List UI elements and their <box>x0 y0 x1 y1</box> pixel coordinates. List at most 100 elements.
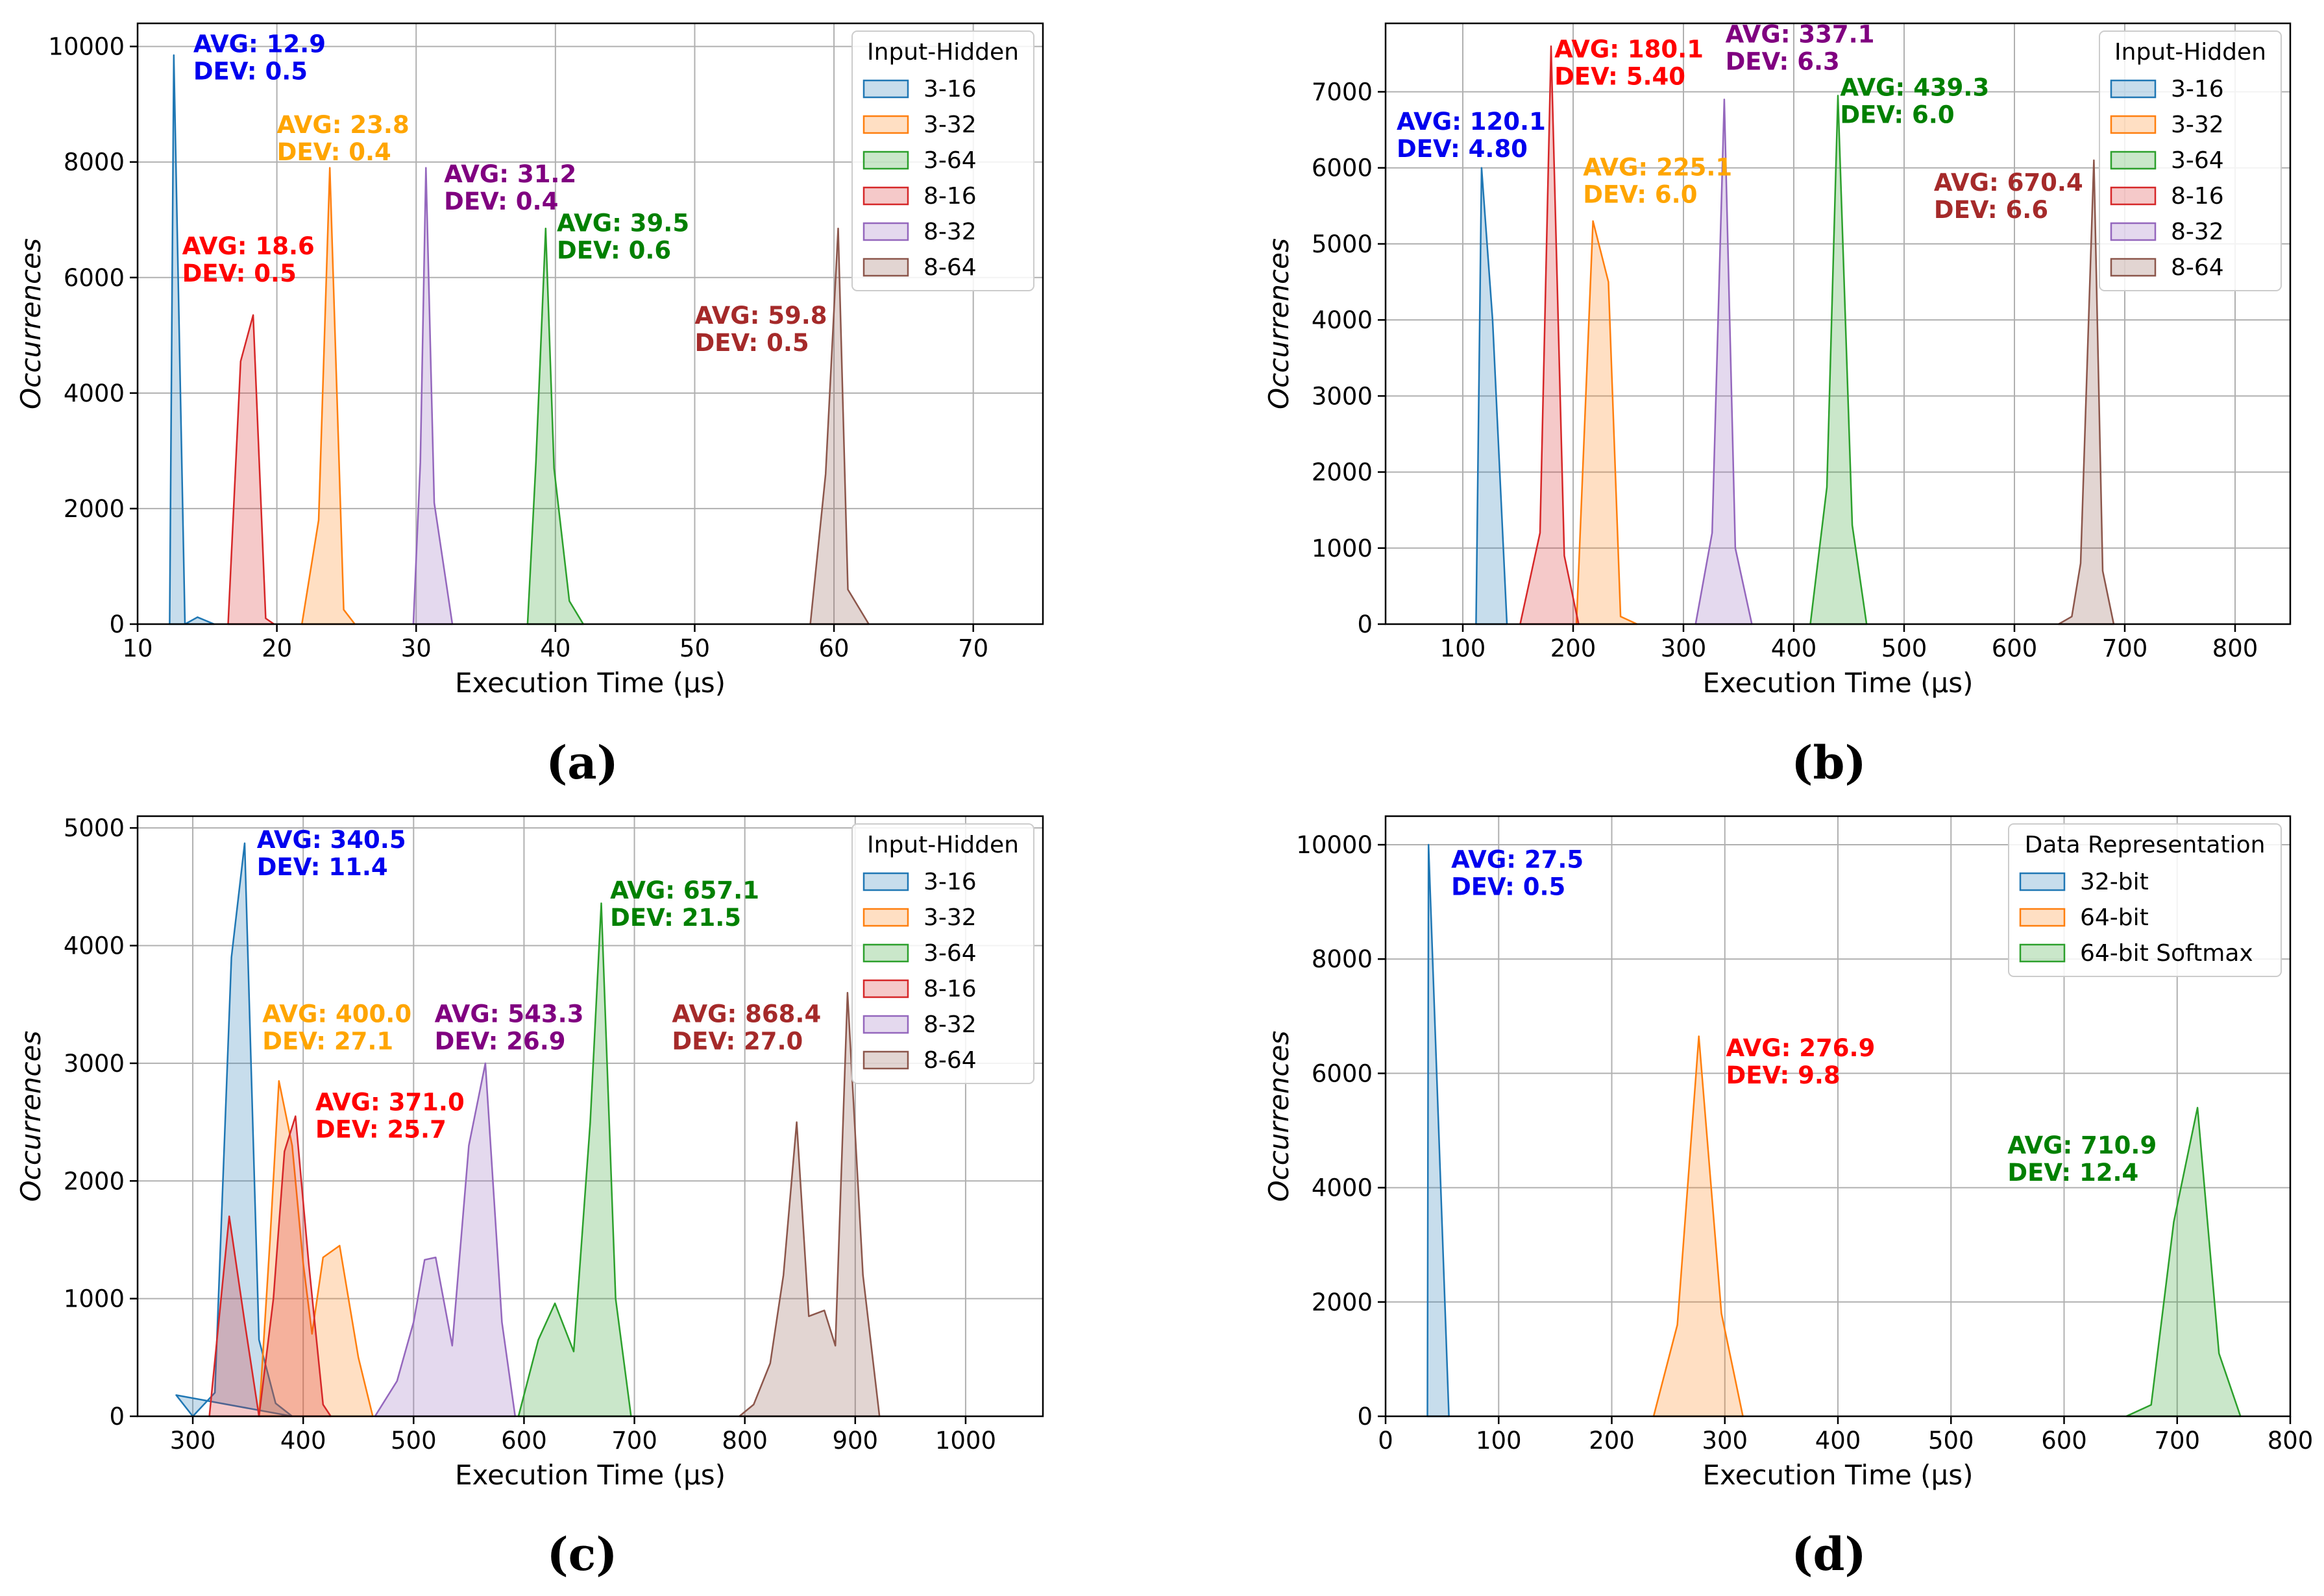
annotation-avg: AVG: 657.1 <box>610 877 759 904</box>
series-area-8-64 <box>738 991 881 1418</box>
legend-swatch <box>862 908 909 927</box>
y-tick-label: 0 <box>109 611 125 638</box>
x-tick-label: 30 <box>401 635 432 662</box>
annotation-avg: AVG: 710.9 <box>2007 1131 2157 1159</box>
x-axis-label: Execution Time (μs) <box>1703 1459 1974 1491</box>
annotation-dev: DEV: 0.4 <box>277 138 391 166</box>
x-tick-label: 1000 <box>935 1427 996 1455</box>
annotation-dev: DEV: 27.0 <box>672 1027 803 1055</box>
legend-swatch <box>862 222 909 241</box>
y-tick-label: 1000 <box>64 1285 125 1313</box>
x-tick-label: 700 <box>2102 635 2148 662</box>
y-tick-label: 8000 <box>64 149 125 176</box>
annotation-avg: AVG: 670.4 <box>1934 169 2083 197</box>
x-tick-label: 800 <box>2268 1427 2314 1455</box>
y-axis-label: Occurrences <box>1263 1031 1295 1202</box>
x-tick-label: 50 <box>679 635 710 662</box>
y-tick-label: 0 <box>109 1403 125 1431</box>
legend-entry-label: 3-16 <box>923 76 977 103</box>
series-area-8-16 <box>208 1115 332 1418</box>
y-tick-label: 4000 <box>1312 306 1373 334</box>
annotation-avg: AVG: 180.1 <box>1554 36 1704 64</box>
y-axis-label: Occurrences <box>15 238 47 409</box>
annotation-avg: AVG: 18.6 <box>182 232 315 260</box>
panel-caption: (d) <box>1791 1527 1866 1581</box>
x-tick-label: 40 <box>540 635 570 662</box>
axes-frame <box>136 22 1044 625</box>
y-axis-label: Occurrences <box>1263 238 1295 409</box>
annotation-avg: AVG: 27.5 <box>1451 845 1584 873</box>
y-tick-label: 4000 <box>64 380 125 407</box>
series-area-3-16 <box>175 842 293 1418</box>
legend-entry-label: 3-16 <box>923 869 977 895</box>
annotation-avg: AVG: 225.1 <box>1583 153 1732 181</box>
legend: Input-Hidden 3-16 3-32 3-64 8-16 8-32 8-64 <box>2099 30 2282 291</box>
annotation-avg: AVG: 39.5 <box>557 210 689 237</box>
annotation-avg: AVG: 439.3 <box>1840 73 1989 101</box>
annotation-dev: DEV: 0.5 <box>193 58 308 86</box>
y-tick-label: 6000 <box>64 264 125 292</box>
x-tick-label: 400 <box>1815 1427 1861 1455</box>
legend-box <box>851 30 1034 291</box>
x-tick-label: 0 <box>1378 1427 1393 1455</box>
series-area-3-32 <box>258 1080 374 1418</box>
y-tick-label: 4000 <box>1312 1174 1373 1202</box>
x-axis-label: Execution Time (μs) <box>455 667 726 699</box>
legend-box <box>2099 30 2282 291</box>
legend-swatch <box>2110 222 2157 241</box>
annotation-avg: AVG: 276.9 <box>1726 1034 1875 1062</box>
y-tick-label: 5000 <box>1312 230 1373 258</box>
legend: Data Representation 32-bit 64-bit 64-bit So… <box>2008 823 2282 977</box>
panel-caption: (b) <box>1791 736 1866 790</box>
x-tick-label: 70 <box>958 635 988 662</box>
y-tick-label: 3000 <box>1312 382 1373 410</box>
x-axis-label: Execution Time (μs) <box>1703 667 1974 699</box>
annotation-dev: DEV: 25.7 <box>315 1115 446 1143</box>
legend-swatch <box>862 151 909 170</box>
annotation-avg: AVG: 400.0 <box>262 1000 411 1028</box>
y-tick-label: 7000 <box>1312 78 1373 106</box>
series-area-8-32 <box>374 1062 517 1418</box>
legend-swatch <box>2019 943 2066 963</box>
x-tick-label: 20 <box>262 635 292 662</box>
y-tick-label: 2000 <box>64 495 125 523</box>
x-tick-label: 500 <box>1928 1427 1974 1455</box>
legend-swatch <box>862 79 909 99</box>
annotation-avg: AVG: 868.4 <box>672 1000 821 1028</box>
annotation-dev: DEV: 0.5 <box>182 260 297 287</box>
annotation-dev: DEV: 9.8 <box>1726 1061 1840 1089</box>
x-tick-label: 500 <box>391 1427 437 1455</box>
y-tick-label: 6000 <box>1312 1059 1373 1087</box>
annotation-avg: AVG: 120.1 <box>1397 108 1546 136</box>
annotation-avg: AVG: 31.2 <box>444 160 576 188</box>
legend-entry-label: 8-16 <box>2171 183 2224 210</box>
legend-entry-label: 3-32 <box>923 112 977 138</box>
annotation-dev: DEV: 0.6 <box>557 237 671 265</box>
legend-swatch <box>862 115 909 134</box>
legend-entry-label: 3-32 <box>2171 112 2224 138</box>
legend-box <box>851 823 1034 1084</box>
legend-swatch <box>862 943 909 963</box>
x-tick-label: 400 <box>1771 635 1817 662</box>
legend-swatch <box>2110 258 2157 277</box>
y-tick-label: 10000 <box>48 33 125 61</box>
x-tick-label: 800 <box>2212 635 2258 662</box>
annotation-avg: AVG: 12.9 <box>193 30 326 58</box>
chart-panel: 100 200 300 400 500 600 700 800 0 1000 2000 3000 400… <box>1263 20 2292 790</box>
legend-swatch <box>862 979 909 998</box>
x-tick-label: 200 <box>1550 635 1596 662</box>
x-tick-label: 900 <box>832 1427 878 1455</box>
legend-entry-label: 8-64 <box>923 1047 977 1074</box>
legend-swatch <box>2110 115 2157 134</box>
legend-entry-label: 8-16 <box>923 976 977 1002</box>
y-tick-label: 2000 <box>64 1167 125 1195</box>
legend-swatch <box>862 872 909 891</box>
legend-entry-label: 8-32 <box>923 1011 977 1038</box>
x-tick-label: 300 <box>1702 1427 1748 1455</box>
y-tick-label: 5000 <box>64 814 125 842</box>
y-tick-label: 0 <box>1357 611 1373 638</box>
x-tick-label: 10 <box>122 635 153 662</box>
legend-entry-label: 8-16 <box>923 183 977 210</box>
legend-swatch <box>862 1050 909 1070</box>
annotation-avg: AVG: 23.8 <box>277 111 410 139</box>
